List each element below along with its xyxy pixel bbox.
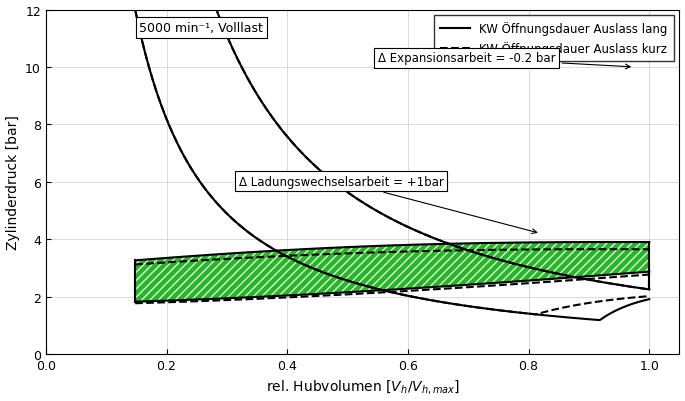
Y-axis label: Zylinderdruck [bar]: Zylinderdruck [bar] (5, 115, 20, 249)
Text: 5000 min⁻¹, Volllast: 5000 min⁻¹, Volllast (139, 22, 263, 35)
Text: Δ Expansionsarbeit = -0.2 bar: Δ Expansionsarbeit = -0.2 bar (377, 52, 630, 70)
Legend: KW Öffnungsdauer Auslass lang, KW Öffnungsdauer Auslass kurz: KW Öffnungsdauer Auslass lang, KW Öffnun… (434, 16, 673, 62)
Text: Δ Ladungswechselsarbeit = +1bar: Δ Ladungswechselsarbeit = +1bar (239, 175, 537, 234)
X-axis label: rel. Hubvolumen [$V_h/V_{h,max}$]: rel. Hubvolumen [$V_h/V_{h,max}$] (266, 377, 460, 395)
